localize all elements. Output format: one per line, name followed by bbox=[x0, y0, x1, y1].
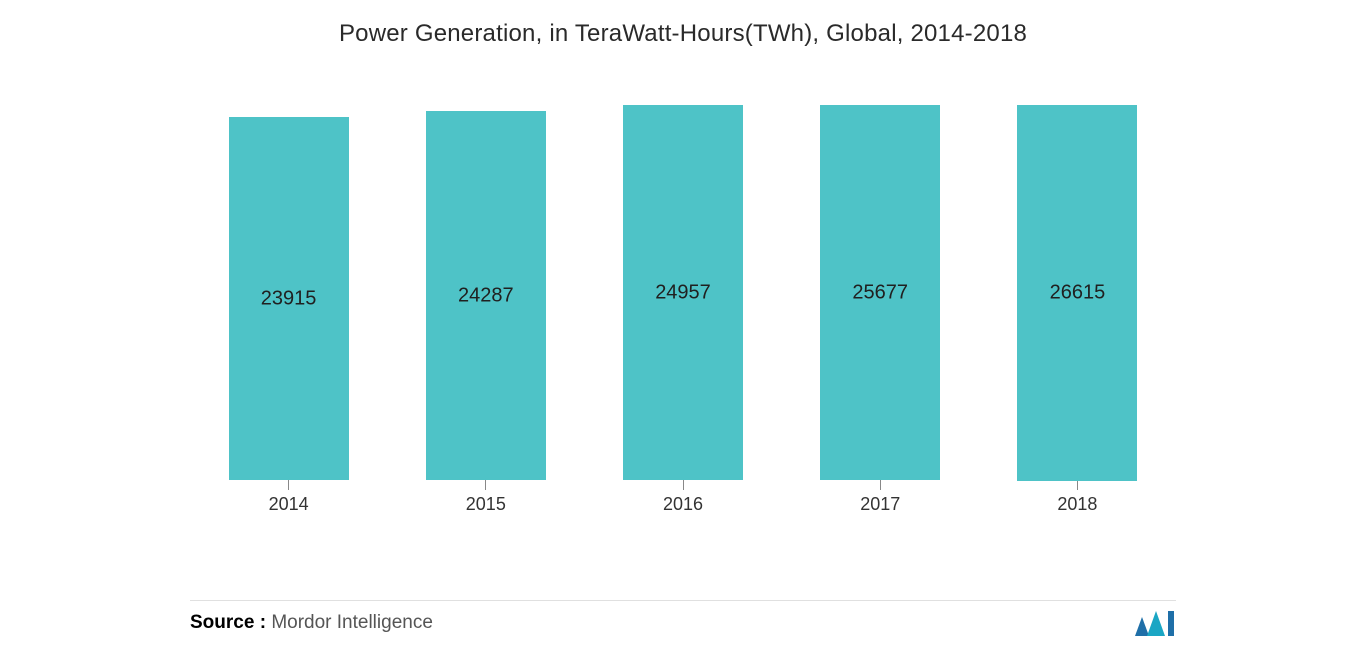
x-category-label: 2017 bbox=[860, 494, 900, 515]
chart-title: Power Generation, in TeraWatt-Hours(TWh)… bbox=[0, 20, 1366, 48]
bar-slot: 25677 2017 bbox=[782, 105, 979, 515]
x-category-label: 2014 bbox=[269, 494, 309, 515]
bar-value-label: 26615 bbox=[1050, 281, 1106, 304]
x-tick bbox=[485, 480, 486, 490]
bar: 23915 bbox=[229, 117, 349, 480]
source-label: Source : bbox=[190, 612, 266, 633]
bar-value-label: 25677 bbox=[852, 281, 908, 304]
bar-value-label: 24287 bbox=[458, 284, 514, 307]
bar: 25677 bbox=[820, 105, 940, 480]
x-category-label: 2016 bbox=[663, 494, 703, 515]
source-value: Mordor Intelligence bbox=[271, 612, 433, 633]
x-tick bbox=[1077, 481, 1078, 490]
bar: 24957 bbox=[623, 105, 743, 480]
chart-footer: Source : Mordor Intelligence bbox=[190, 600, 1176, 630]
bar-slot: 24957 2016 bbox=[584, 105, 781, 515]
bar: 24287 bbox=[426, 111, 546, 480]
plot-area: 23915 2014 24287 2015 24957 2016 25677 2017 2661… bbox=[190, 105, 1176, 515]
bar-value-label: 23915 bbox=[261, 287, 317, 310]
x-tick bbox=[683, 480, 684, 490]
x-tick bbox=[880, 480, 881, 490]
x-category-label: 2018 bbox=[1057, 494, 1097, 515]
brand-logo-icon bbox=[1134, 609, 1176, 637]
bar-slot: 23915 2014 bbox=[190, 105, 387, 515]
bar-value-label: 24957 bbox=[655, 281, 711, 304]
bar-slot: 26615 2018 bbox=[979, 105, 1176, 515]
bar: 26615 bbox=[1017, 105, 1137, 481]
source-line: Source : Mordor Intelligence bbox=[190, 612, 433, 634]
bar-slot: 24287 2015 bbox=[387, 105, 584, 515]
x-category-label: 2015 bbox=[466, 494, 506, 515]
x-tick bbox=[288, 480, 289, 490]
